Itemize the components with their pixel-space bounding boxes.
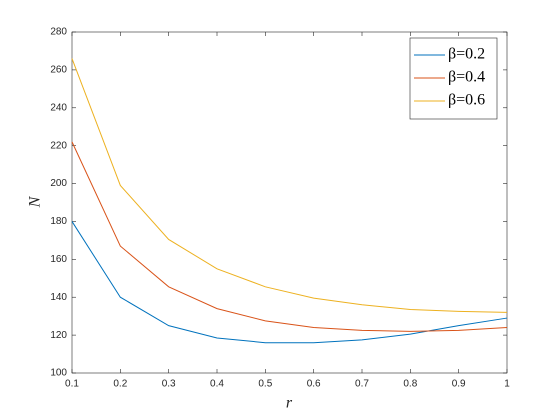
x-tick-label: 0.5: [258, 379, 272, 390]
y-tick-label: 100: [50, 368, 67, 379]
y-tick-label: 220: [50, 140, 67, 151]
legend-label: β=0.6: [448, 92, 485, 109]
y-tick-label: 140: [50, 292, 67, 303]
y-tick-label: 120: [50, 330, 67, 341]
y-tick-label: 240: [50, 102, 67, 113]
legend-label: β=0.4: [448, 69, 485, 86]
line: [71, 141, 508, 332]
x-tick-label: 0.4: [210, 379, 224, 390]
x-tick-label: 0.2: [113, 379, 127, 390]
y-tick-label: 260: [50, 65, 67, 76]
y-tick-label: 280: [50, 27, 67, 38]
x-tick-label: 0.8: [403, 379, 417, 390]
x-tick-label: 0.7: [355, 379, 369, 390]
y-tick-label: 180: [50, 216, 67, 227]
x-tick-label: 0.9: [452, 379, 466, 390]
y-tick-label: 160: [50, 254, 67, 265]
y-tick-label: 200: [50, 178, 67, 189]
x-tick-label: 0.1: [65, 379, 79, 390]
x-tick-label: 0.6: [307, 379, 321, 390]
line: [71, 221, 508, 344]
y-axis-label: N: [27, 195, 44, 208]
x-axis-label: r: [286, 395, 293, 412]
legend-label: β=0.2: [448, 46, 485, 63]
x-tick-label: 0.3: [162, 379, 176, 390]
x-tick-label: 1: [504, 379, 510, 390]
line: [71, 58, 508, 313]
